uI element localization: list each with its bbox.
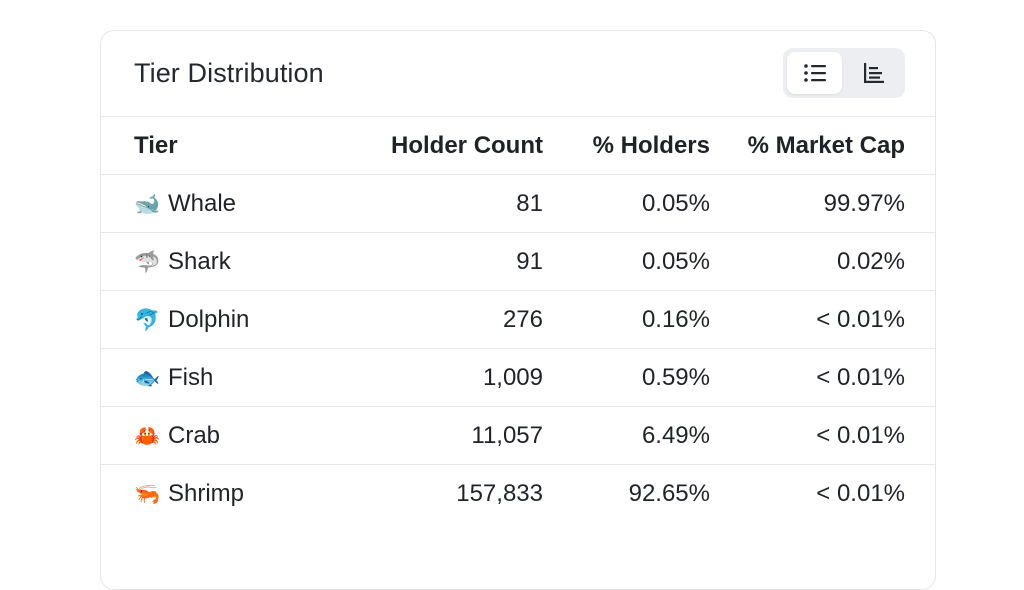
tier-cell: 🦐 Shrimp [101,465,324,523]
pct-holders: 0.16% [543,290,710,349]
holder-count: 276 [324,290,543,349]
bar-chart-icon [863,63,884,83]
header-pct-market-cap[interactable]: % Market Cap [710,117,935,175]
shark-icon: 🦈 [134,249,161,274]
pct-market-cap: < 0.01% [816,479,905,507]
pct-market-cap: < 0.01% [710,406,935,465]
header-tier[interactable]: Tier [101,117,324,175]
table-row: 🦐 Shrimp 157,833 92.65% < 0.01% [101,465,935,523]
tier-cell: 🐟 Fish [101,348,324,407]
holder-count: 1,009 [324,348,543,407]
tier-name: Shrimp [168,479,245,507]
pct-holders: 6.49% [543,406,710,465]
table-row: 🐬 Dolphin 276 0.16% < 0.01% [101,290,935,349]
tier-name: Shark [168,247,231,275]
view-toggle [783,48,905,98]
pct-market-cap: 0.02% [710,232,935,291]
dolphin-icon: 🐬 [134,307,161,332]
crab-icon: 🦀 [134,423,161,448]
tier-name: Dolphin [168,305,250,333]
tier-cell: 🦈 Shark [101,232,324,291]
holder-count: 11,057 [324,406,543,465]
pct-market-cap: < 0.01% [710,290,935,349]
tier-table: Tier Holder Count % Holders % Market Cap… [101,117,935,522]
list-icon [803,64,826,82]
whale-icon: 🐋 [134,191,161,216]
pct-holders: 0.05% [543,174,710,233]
pct-market-cap: 99.97% [710,174,935,233]
header-pct-holders[interactable]: % Holders [543,117,710,175]
table-row: 🦈 Shark 91 0.05% 0.02% [101,232,935,291]
card-title: Tier Distribution [134,58,324,88]
holder-count: 157,833 [456,479,543,507]
table-row: 🐟 Fish 1,009 0.59% < 0.01% [101,348,935,407]
table-row: 🐋 Whale 81 0.05% 99.97% [101,174,935,233]
tier-name: Whale [168,189,237,217]
table-row: 🦀 Crab 11,057 6.49% < 0.01% [101,406,935,465]
holder-count: 81 [324,174,543,233]
card-header: Tier Distribution [101,31,935,117]
tier-name: Fish [168,363,214,391]
pct-holders: 0.59% [543,348,710,407]
tier-cell: 🦀 Crab [101,406,324,465]
pct-holders: 0.05% [543,232,710,291]
tier-cell: 🐋 Whale [101,174,324,233]
pct-holders: 92.65% [628,479,710,507]
chart-view-button[interactable] [846,52,901,94]
list-view-button[interactable] [787,52,842,94]
pct-market-cap: < 0.01% [710,348,935,407]
header-holder-count[interactable]: Holder Count [324,117,543,175]
tier-cell: 🐬 Dolphin [101,290,324,349]
tier-name: Crab [168,421,221,449]
holder-count: 91 [324,232,543,291]
fish-icon: 🐟 [134,365,161,390]
tier-distribution-card: Tier Distribution [100,30,936,590]
table-header-row: Tier Holder Count % Holders % Market Cap [101,117,935,175]
shrimp-icon: 🦐 [134,481,161,506]
